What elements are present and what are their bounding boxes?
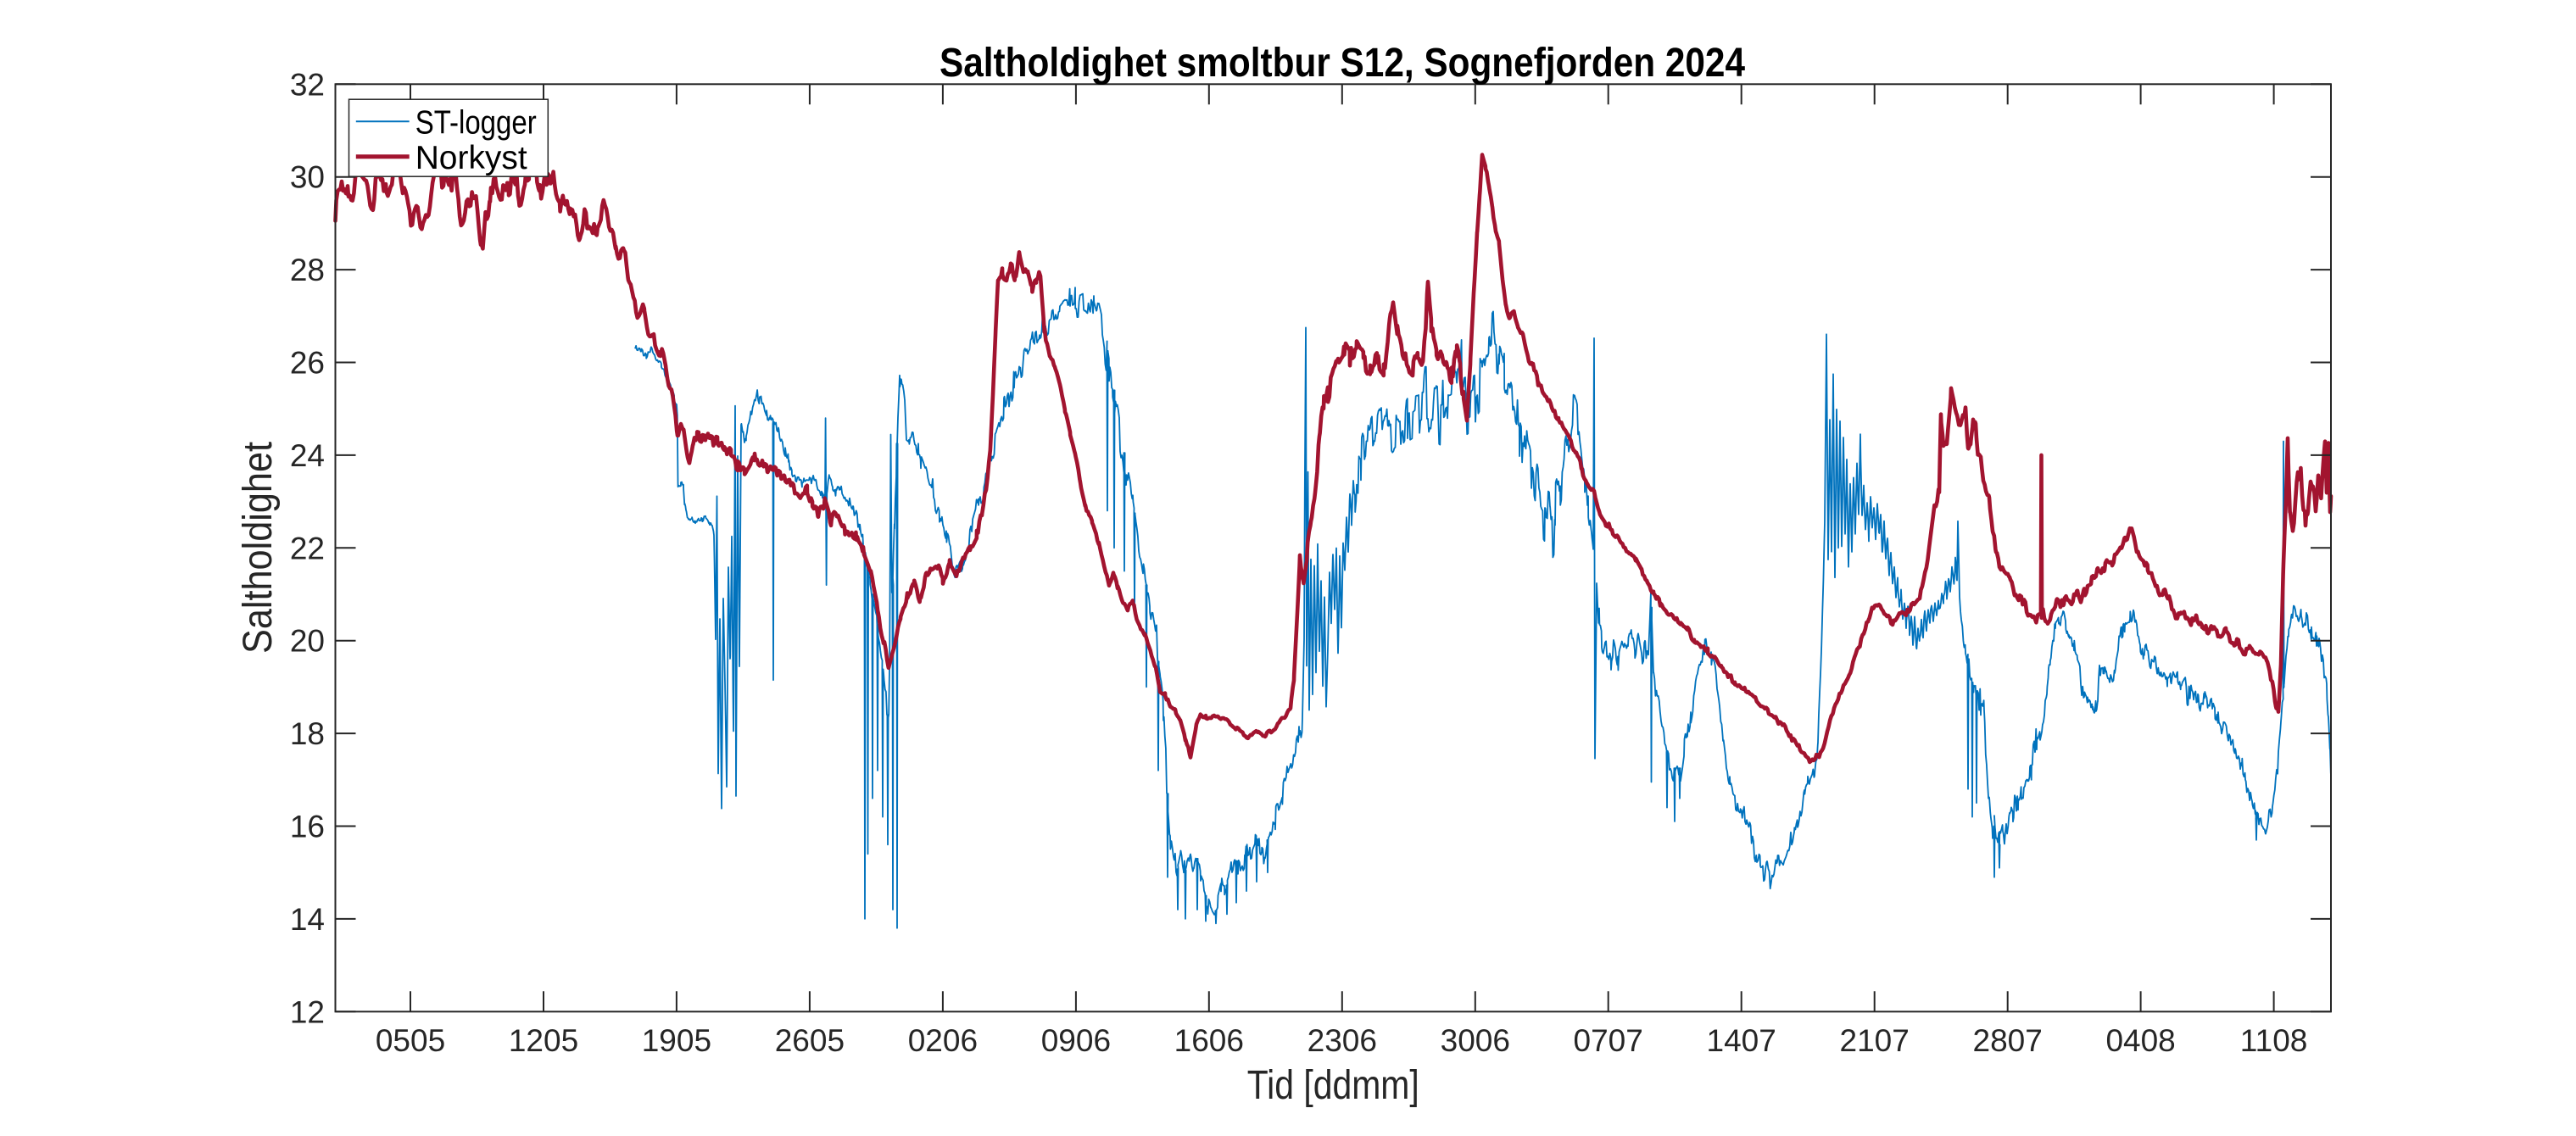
svg-text:20: 20	[290, 624, 325, 659]
svg-text:28: 28	[290, 253, 325, 287]
svg-text:18: 18	[290, 716, 325, 751]
svg-text:0906: 0906	[1041, 1023, 1111, 1058]
svg-text:1606: 1606	[1174, 1023, 1244, 1058]
svg-text:1205: 1205	[509, 1023, 578, 1058]
svg-text:0206: 0206	[908, 1023, 978, 1058]
svg-text:30: 30	[290, 160, 325, 195]
svg-text:Norkyst: Norkyst	[415, 140, 527, 176]
svg-text:3006: 3006	[1441, 1023, 1510, 1058]
svg-text:Saltholdighet smoltbur S12, So: Saltholdighet smoltbur S12, Sognefjorden…	[940, 41, 1745, 86]
svg-text:ST-logger: ST-logger	[415, 104, 537, 141]
svg-text:16: 16	[290, 810, 325, 844]
svg-text:22: 22	[290, 531, 325, 565]
svg-text:26: 26	[290, 346, 325, 381]
svg-text:2107: 2107	[1840, 1023, 1910, 1058]
svg-text:Saltholdighet: Saltholdighet	[236, 442, 281, 654]
svg-text:1905: 1905	[642, 1023, 711, 1058]
svg-text:2306: 2306	[1308, 1023, 1377, 1058]
svg-text:Tid [ddmm]: Tid [ddmm]	[1247, 1063, 1419, 1108]
svg-text:24: 24	[290, 438, 325, 473]
svg-text:12: 12	[290, 994, 325, 1029]
svg-text:14: 14	[290, 902, 325, 937]
svg-text:0408: 0408	[2105, 1023, 2175, 1058]
svg-text:2807: 2807	[1973, 1023, 2043, 1058]
svg-text:2605: 2605	[775, 1023, 845, 1058]
svg-text:32: 32	[290, 67, 325, 102]
svg-text:0505: 0505	[376, 1023, 445, 1058]
svg-text:1108: 1108	[2240, 1023, 2308, 1058]
svg-text:0707: 0707	[1574, 1023, 1643, 1058]
svg-text:1407: 1407	[1707, 1023, 1776, 1058]
